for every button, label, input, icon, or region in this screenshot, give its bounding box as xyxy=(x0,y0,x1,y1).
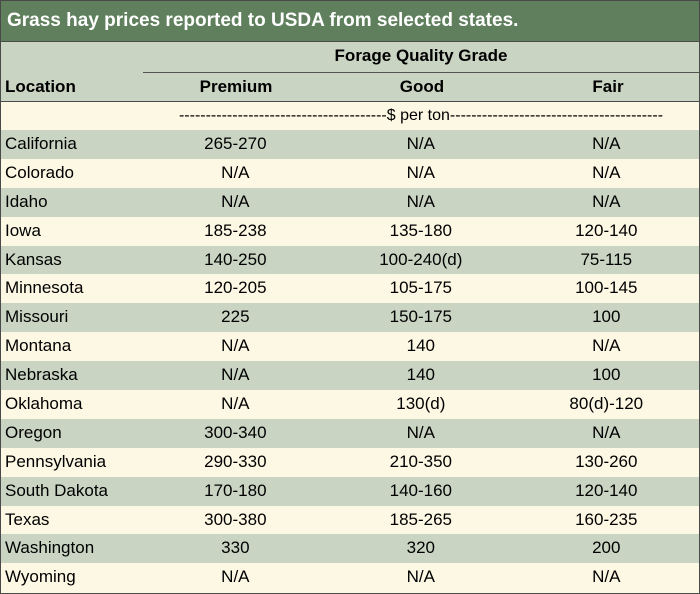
table-row: California 265-270 N/A N/A xyxy=(1,130,699,159)
table-row: Oklahoma N/A 130(d) 80(d)-120 xyxy=(1,390,699,419)
table-title: Grass hay prices reported to USDA from s… xyxy=(1,1,699,42)
good-cell: N/A xyxy=(406,162,435,182)
grade-divider xyxy=(143,72,699,73)
table-row: Missouri 225 150-175 100 xyxy=(1,303,699,333)
table-row: Iowa 185-238 135-180 120-140 xyxy=(1,216,699,246)
table-row: Minnesota 120-205 105-175 100-145 xyxy=(1,274,699,304)
premium-cell: 300-340 xyxy=(204,422,267,442)
location-cell: Texas xyxy=(5,509,50,529)
good-cell: N/A xyxy=(406,134,435,153)
location-cell: Iowa xyxy=(5,220,41,240)
premium-header: Premium xyxy=(199,77,273,96)
premium-cell: N/A xyxy=(221,394,250,414)
fair-cell: N/A xyxy=(592,162,621,182)
location-cell: Wyoming xyxy=(5,567,76,587)
fair-cell: 80(d)-120 xyxy=(569,394,644,414)
good-cell: 210-350 xyxy=(389,451,452,471)
table-row: Montana N/A 140 N/A xyxy=(1,332,699,362)
fair-cell: 100-145 xyxy=(575,278,638,298)
good-cell: 320 xyxy=(406,538,435,558)
table-row: South Dakota 170-180 140-160 120-140 xyxy=(1,476,699,506)
good-cell: N/A xyxy=(406,567,435,587)
good-cell: 150-175 xyxy=(389,307,452,327)
fair-cell: 100 xyxy=(592,365,621,385)
good-cell: N/A xyxy=(406,422,435,442)
good-cell: 140 xyxy=(406,336,435,356)
location-cell: Idaho xyxy=(5,191,48,211)
table-header: Forage Quality Grade Location Premium Go… xyxy=(1,42,699,102)
units-row: ---------------------------------------$… xyxy=(1,102,699,130)
premium-cell: 170-180 xyxy=(204,480,267,500)
good-cell: 130(d) xyxy=(396,394,446,414)
location-cell: Missouri xyxy=(5,307,69,327)
good-cell: 135-180 xyxy=(389,220,452,240)
good-cell: 140-160 xyxy=(389,480,452,500)
fair-cell: 160-235 xyxy=(575,509,638,529)
fair-header: Fair xyxy=(592,77,624,96)
location-cell: Colorado xyxy=(5,162,74,182)
fair-cell: 120-140 xyxy=(575,480,638,500)
premium-cell: 290-330 xyxy=(204,451,267,471)
table-row: Texas 300-380 185-265 160-235 xyxy=(1,505,699,535)
good-cell: 185-265 xyxy=(389,509,452,529)
fair-cell: 200 xyxy=(592,538,621,558)
location-cell: Montana xyxy=(5,336,72,356)
premium-cell: N/A xyxy=(221,191,250,211)
premium-cell: 300-380 xyxy=(204,509,267,529)
table-row: Wyoming N/A N/A N/A xyxy=(1,563,699,593)
table-row: Washington 330 320 200 xyxy=(1,534,699,564)
premium-cell: 265-270 xyxy=(204,134,267,153)
location-header: Location xyxy=(5,77,76,96)
good-cell: 100-240(d) xyxy=(379,249,463,269)
table-row: Oregon 300-340 N/A N/A xyxy=(1,418,699,448)
location-cell: Oklahoma xyxy=(5,394,83,414)
fair-cell: N/A xyxy=(592,191,621,211)
premium-cell: 225 xyxy=(221,307,250,327)
fair-cell: N/A xyxy=(592,336,621,356)
table-body: California 265-270 N/A N/A Colorado N/A … xyxy=(1,130,699,593)
fair-cell: 100 xyxy=(592,307,621,327)
good-header: Good xyxy=(399,77,445,96)
good-cell: 105-175 xyxy=(389,278,452,298)
fair-cell: N/A xyxy=(592,422,621,442)
table-row: Pennsylvania 290-330 210-350 130-260 xyxy=(1,447,699,477)
good-cell: N/A xyxy=(406,191,435,211)
fair-cell: 130-260 xyxy=(575,451,638,471)
table-row: Idaho N/A N/A N/A xyxy=(1,187,699,217)
location-cell: Oregon xyxy=(5,422,62,442)
premium-cell: 120-205 xyxy=(204,278,267,298)
premium-cell: N/A xyxy=(221,567,250,587)
grade-group-label: Forage Quality Grade xyxy=(334,46,508,65)
premium-cell: N/A xyxy=(221,365,250,385)
good-cell: 140 xyxy=(406,365,435,385)
table-row: Nebraska N/A 140 100 xyxy=(1,361,699,391)
location-cell: California xyxy=(5,134,77,153)
table-row: Kansas 140-250 100-240(d) 75-115 xyxy=(1,245,699,275)
table-row: Colorado N/A N/A N/A xyxy=(1,158,699,188)
fair-cell: 120-140 xyxy=(575,220,638,240)
location-cell: Washington xyxy=(5,538,95,558)
location-cell: Kansas xyxy=(5,249,62,269)
premium-cell: 330 xyxy=(221,538,250,558)
location-cell: Nebraska xyxy=(5,365,78,385)
premium-cell: N/A xyxy=(221,162,250,182)
premium-cell: 185-238 xyxy=(204,220,267,240)
premium-cell: 140-250 xyxy=(204,249,267,269)
location-cell: Pennsylvania xyxy=(5,451,107,471)
fair-cell: N/A xyxy=(592,134,621,153)
location-cell: South Dakota xyxy=(5,480,109,500)
fair-cell: N/A xyxy=(592,567,621,587)
premium-cell: N/A xyxy=(221,336,250,356)
location-cell: Minnesota xyxy=(5,278,84,298)
fair-cell: 75-115 xyxy=(580,249,633,269)
